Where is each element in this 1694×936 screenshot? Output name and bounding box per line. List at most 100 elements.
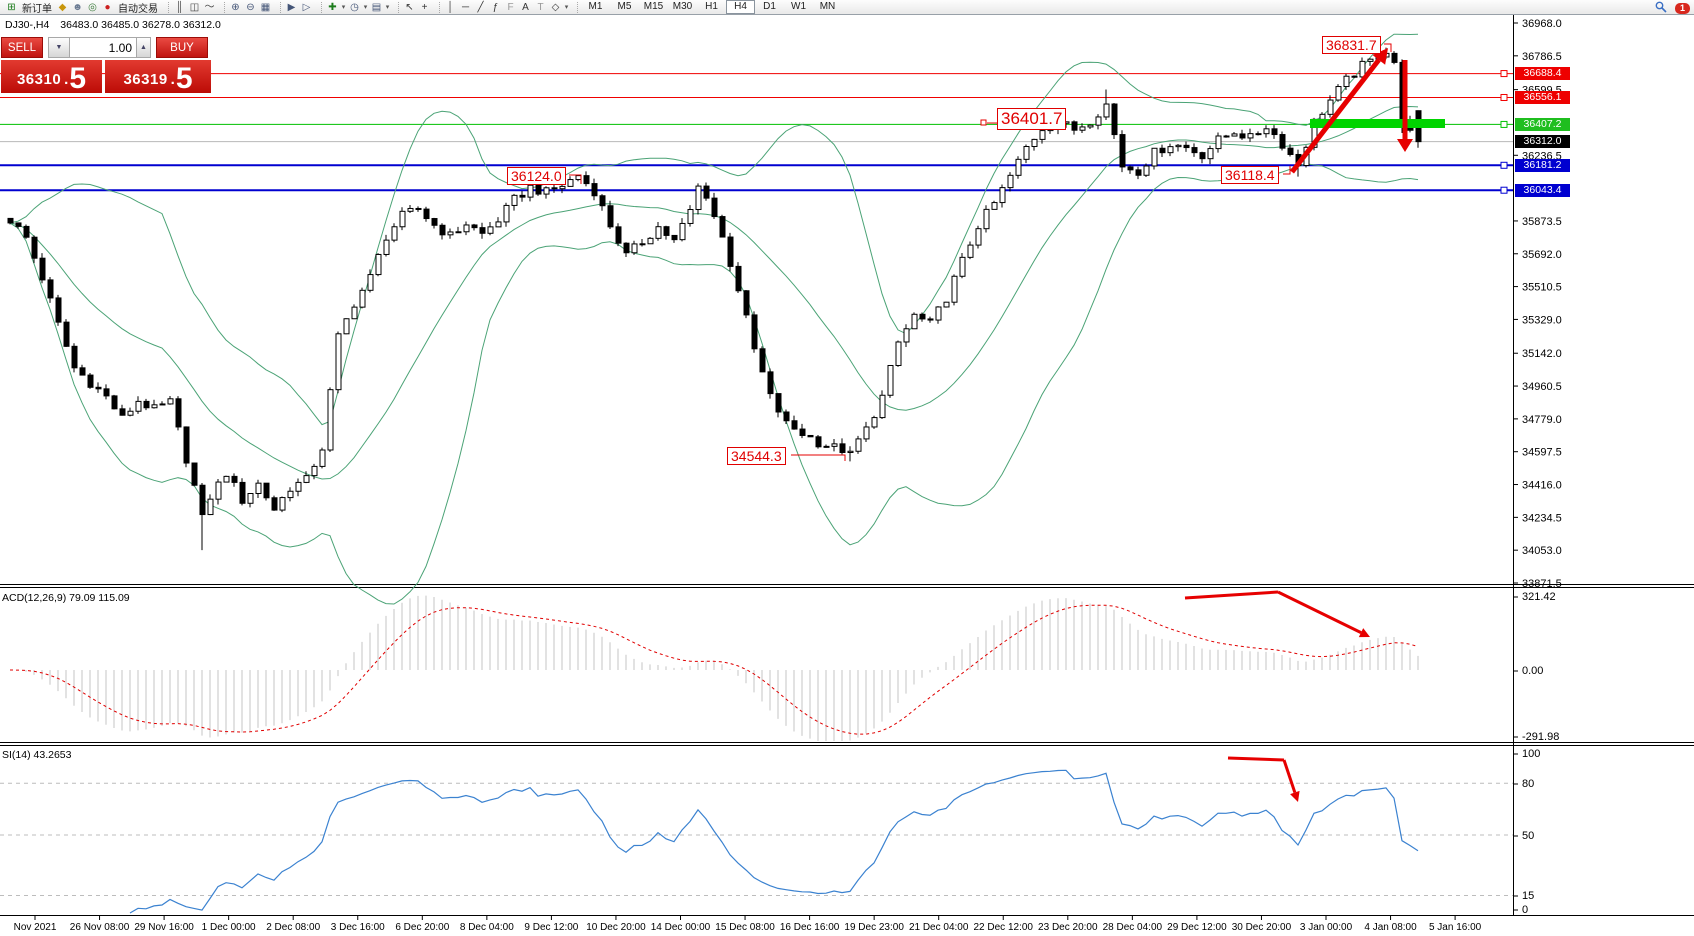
- indicators-caret-icon[interactable]: ▾: [341, 3, 346, 11]
- profile-icon[interactable]: ☻: [72, 1, 83, 13]
- buy-price-tile[interactable]: 36319 . 5: [105, 60, 211, 94]
- level-handle[interactable]: [1500, 186, 1508, 194]
- time-axis-label: 1 Dec 00:00: [202, 922, 256, 933]
- indicators-icon[interactable]: ✚: [328, 1, 337, 13]
- trend-arrow-head[interactable]: [1372, 48, 1388, 65]
- periods-caret-icon[interactable]: ▾: [363, 3, 368, 11]
- price-annotation-label[interactable]: 36124.0: [507, 167, 566, 186]
- candle-body: [327, 389, 334, 451]
- candle-body: [735, 265, 742, 292]
- line-chart-icon[interactable]: ～: [204, 1, 215, 13]
- candle-body: [479, 227, 486, 234]
- timeframe-button-m30[interactable]: M30: [672, 1, 693, 12]
- trendline-icon[interactable]: ╱: [477, 1, 484, 13]
- text-icon[interactable]: A: [522, 1, 529, 13]
- candle-body: [1119, 134, 1126, 168]
- autotrade-icon[interactable]: ●: [104, 1, 111, 13]
- trend-arrow[interactable]: [1290, 58, 1381, 174]
- timeframe-button-w1[interactable]: W1: [791, 1, 806, 12]
- templates-caret-icon[interactable]: ▾: [385, 3, 390, 11]
- candle-body: [263, 482, 270, 499]
- signal-icon[interactable]: ◎: [88, 1, 97, 13]
- volume-decrease-button[interactable]: ▼: [48, 37, 70, 58]
- cursor-icon[interactable]: ↖: [405, 1, 414, 13]
- timeframe-button-mn[interactable]: MN: [819, 1, 836, 12]
- candlestick-icon[interactable]: ◫: [189, 1, 200, 13]
- sell-button[interactable]: SELL: [1, 37, 43, 58]
- sell-price-tile[interactable]: 36310 . 5: [1, 60, 102, 94]
- fibo-icon[interactable]: ƒ: [492, 1, 499, 13]
- trend-arrow[interactable]: [1277, 590, 1362, 634]
- trend-arrow[interactable]: [1282, 759, 1297, 793]
- timeframe-button-m15[interactable]: M15: [643, 1, 664, 12]
- inbox-icon[interactable]: ◆: [58, 1, 67, 13]
- candle-body: [55, 297, 62, 323]
- templates-icon[interactable]: ▤: [371, 1, 382, 13]
- level-handle[interactable]: [1500, 161, 1508, 169]
- annotation-handle[interactable]: [980, 119, 987, 126]
- search-icon[interactable]: [1655, 1, 1667, 16]
- green-level-marker[interactable]: [1310, 119, 1445, 128]
- fibo-expansion-icon[interactable]: F: [507, 1, 514, 13]
- candle-body: [495, 221, 502, 228]
- trend-arrow-head[interactable]: [1358, 628, 1370, 638]
- candle-body: [407, 207, 414, 212]
- chart-shift-icon[interactable]: ▷: [302, 1, 311, 13]
- price-tick-label: 35329.0: [1522, 314, 1562, 326]
- candle-body: [31, 236, 38, 259]
- volume-input[interactable]: 1.00: [70, 37, 137, 58]
- new-order-icon[interactable]: ⊞: [7, 1, 16, 13]
- candle-body: [767, 371, 774, 395]
- level-handle[interactable]: [1500, 120, 1508, 128]
- crosshair-icon[interactable]: +: [421, 1, 428, 13]
- timeframe-button-m5[interactable]: M5: [617, 1, 632, 12]
- buy-button[interactable]: BUY: [156, 37, 208, 58]
- price-annotation-label[interactable]: 36831.7: [1322, 36, 1381, 55]
- timeframe-button-h1[interactable]: H1: [705, 1, 718, 12]
- trend-arrow-head[interactable]: [1290, 790, 1300, 802]
- candle-body: [1159, 147, 1166, 154]
- autoscroll-icon[interactable]: ▶: [287, 1, 296, 13]
- candle-body: [1167, 146, 1174, 154]
- level-handle[interactable]: [1500, 70, 1508, 78]
- vline-icon[interactable]: │: [447, 1, 454, 13]
- hline-icon[interactable]: ─: [461, 1, 470, 13]
- rsi-line: [129, 769, 1419, 914]
- candle-body: [983, 208, 990, 230]
- tile-windows-icon[interactable]: ▦: [260, 1, 271, 13]
- shapes-caret-icon[interactable]: ▾: [564, 3, 569, 11]
- price-annotation-label[interactable]: 36401.7: [997, 108, 1067, 130]
- price-annotation-label[interactable]: 34544.3: [727, 447, 786, 466]
- price-tick-label: 34779.0: [1522, 414, 1562, 426]
- textlabel-icon[interactable]: T: [537, 1, 544, 13]
- candle-body: [375, 253, 382, 276]
- trend-arrow[interactable]: [1184, 590, 1279, 600]
- trend-arrow-head[interactable]: [1397, 139, 1413, 152]
- periods-icon[interactable]: ◷: [350, 1, 359, 13]
- candle-body: [1239, 133, 1246, 139]
- trend-arrow[interactable]: [1227, 756, 1285, 762]
- zoom-in-icon[interactable]: ⊕: [231, 1, 240, 13]
- price-tick-label: 34053.0: [1522, 545, 1562, 557]
- candle-body: [287, 490, 294, 499]
- candle-body: [951, 275, 958, 303]
- price-tick-label: 35510.5: [1522, 282, 1562, 294]
- notification-badge[interactable]: 1: [1675, 3, 1690, 14]
- zoom-out-icon[interactable]: ⊖: [246, 1, 255, 13]
- level-handle[interactable]: [1500, 93, 1508, 101]
- timeframe-button-d1[interactable]: D1: [763, 1, 776, 12]
- volume-increase-button[interactable]: ▲: [137, 37, 151, 58]
- price-level-badge: 36407.2: [1515, 117, 1570, 131]
- candle-body: [1207, 148, 1214, 160]
- candle-body: [1079, 126, 1086, 131]
- timeframe-button-m1[interactable]: M1: [588, 1, 603, 12]
- timeframe-button-h4[interactable]: H4: [726, 0, 755, 14]
- shapes-icon[interactable]: ◇: [551, 1, 560, 13]
- price-annotation-label[interactable]: 36118.4: [1221, 166, 1279, 185]
- rsi-axis-label: 0: [1522, 904, 1528, 916]
- candle-body: [87, 374, 94, 388]
- candle-body: [623, 242, 630, 254]
- price-tick-label: 34234.5: [1522, 512, 1562, 524]
- bar-chart-icon[interactable]: ║: [175, 1, 184, 13]
